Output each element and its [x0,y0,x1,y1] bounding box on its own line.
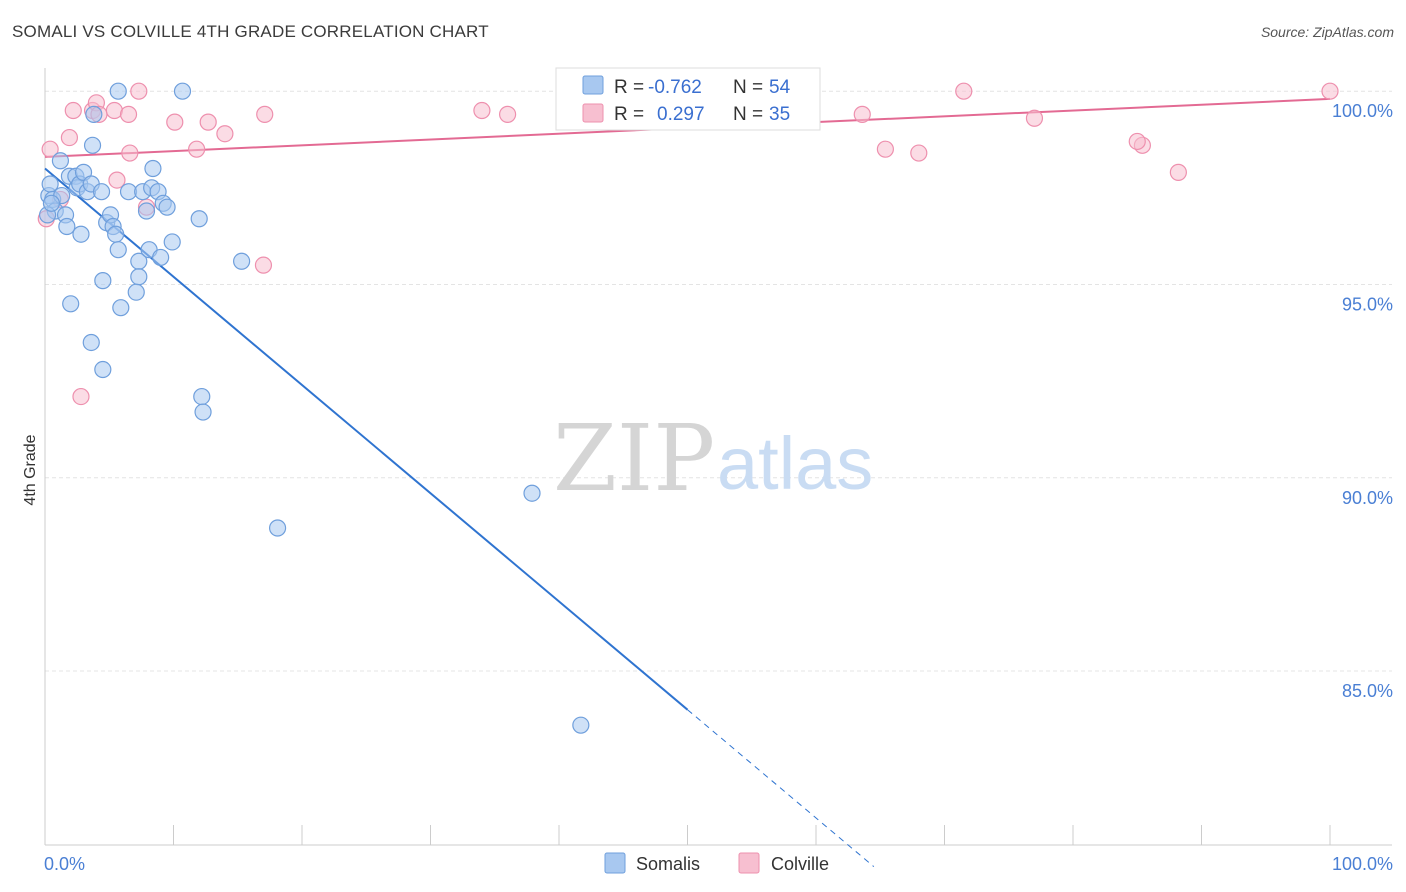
somalis-point [233,252,251,270]
colville-point [108,171,126,189]
y-tick-label: 95.0% [1342,294,1393,314]
y-tick-label: 85.0% [1342,681,1393,701]
grid-layer [45,90,1392,672]
somalis-point [523,484,541,502]
somalis-point [127,283,145,301]
colville-point [121,144,139,162]
y-tick-label: 100.0% [1332,101,1393,121]
colville-point [216,125,234,143]
somalis-point [82,333,100,352]
colville-point [64,101,82,120]
colville-point [1025,109,1044,127]
somalis-point [163,233,181,251]
somalis-point [173,82,192,100]
legend-n-value-somalis: 54 [769,77,791,98]
colville-point [1128,132,1146,151]
colville-point [119,105,138,123]
watermark-atlas: atlas [717,422,873,505]
somalis-point [94,272,112,290]
somalis-point [109,82,127,100]
colville-point [188,140,206,158]
somalis-point [107,225,125,243]
colville-point [853,105,871,123]
bottom-legend-label-colville: Colville [771,854,829,874]
y-axis-title: 4th Grade [22,434,39,505]
somalis-point [51,152,70,170]
legend-swatch-colville [582,103,604,123]
legend-r-label-somalis: R = [614,77,644,98]
colville-point [1321,82,1339,100]
somalis-point [268,519,287,537]
somalis-point [194,403,212,421]
somalis-point [190,210,208,228]
somalis-point [152,248,170,267]
watermark-zip: ZIP [553,405,715,512]
y-tick-label: 90.0% [1342,488,1393,508]
somalis-point [109,241,127,259]
somalis-trendline-extension [687,709,875,868]
colville-point [256,105,274,123]
colville-point [254,256,273,274]
legend-n-label-colville: N = [733,104,763,125]
colville-point [41,140,59,158]
colville-point [130,82,148,100]
somalis-point [130,268,148,286]
somalis-point [92,183,111,201]
legend-r-value-somalis: -0.762 [648,77,702,98]
somalis-point [94,360,112,379]
bottom-legend-label-somalis: Somalis [636,854,700,874]
x-tick-label: 100.0% [1332,854,1393,874]
legend-r-label-colville: R = [614,104,644,125]
somalis-point [72,225,90,243]
colville-point [473,101,491,120]
colville-point [105,101,123,120]
colville-point [955,82,973,100]
stats-legend: R = -0.762 N = 54 R = 0.297 N = 35 [555,67,821,131]
colville-point [72,387,90,406]
colville-point [1169,163,1187,181]
somalis-point [137,202,156,220]
somalis-point [58,217,76,236]
legend-swatch-somalis [582,75,604,95]
chart-source: Source: ZipAtlas.com [1260,24,1394,40]
somalis-point [144,159,162,178]
somalis-point [572,716,590,734]
legend-n-label-somalis: N = [733,77,763,98]
somalis-point [193,387,211,406]
colville-point [876,140,894,158]
bottom-legend-swatch-colville [738,852,760,874]
axis-layer: 85.0% 90.0% 95.0% 100.0% 0.0% 100.0% [44,68,1393,874]
colville-point [60,128,79,147]
somalis-point [62,295,80,313]
colville-point [199,113,217,131]
legend-r-value-colville: 0.297 [657,104,705,125]
series-legend: Somalis Colville [604,852,829,874]
bottom-legend-swatch-somalis [604,852,626,874]
somalis-point [42,194,61,212]
somalis-point [112,299,130,317]
somalis-point [158,198,176,216]
colville-point [910,144,928,162]
colville-point [166,113,184,131]
somalis-trendline [44,167,689,711]
somalis-point [83,136,102,154]
somalis-point [85,105,103,123]
colville-point [499,105,517,123]
legend-n-value-colville: 35 [769,104,790,125]
chart-title: SOMALI VS COLVILLE 4TH GRADE CORRELATION… [12,22,489,41]
x-tick-label: 0.0% [44,854,85,874]
